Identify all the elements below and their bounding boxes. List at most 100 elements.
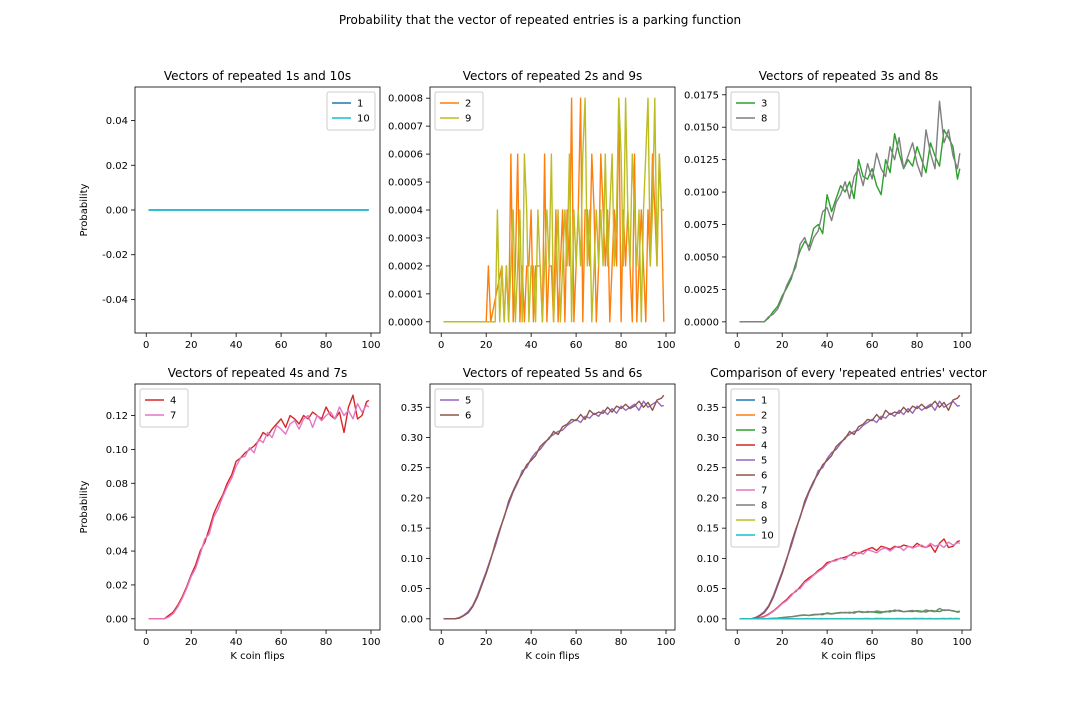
x-tick-label: 100	[656, 340, 675, 351]
legend-label-9: 9	[761, 516, 767, 527]
legend-label-2: 2	[465, 99, 471, 110]
y-tick-label: 0.04	[106, 547, 128, 558]
legend: 29	[434, 91, 484, 131]
x-axis-label: K coin flips	[230, 651, 284, 662]
x-tick-label: 60	[275, 340, 288, 351]
y-tick-label: 0.15	[697, 524, 719, 535]
subplot-3: Vectors of repeated 3s and 8s 0 20 40 60 80 10…	[684, 69, 972, 351]
x-tick-label: 20	[480, 340, 493, 351]
subplot-4: Vectors of repeated 4s and 7s 0 20 40 60 80 10…	[79, 366, 381, 662]
axes-frame	[429, 86, 676, 334]
x-tick-label: 0	[143, 340, 149, 351]
series-line-9	[443, 97, 664, 323]
legend-frame	[139, 388, 189, 428]
y-tick-label: 0.0007	[388, 122, 423, 133]
x-tick-label: 20	[776, 340, 789, 351]
legend-label-3: 3	[761, 426, 767, 437]
y-tick-label: 0.02	[106, 580, 128, 591]
subplot-title: Vectors of repeated 5s and 6s	[463, 366, 643, 380]
y-tick-label: 0.00	[106, 206, 128, 217]
x-tick-label: 40	[230, 340, 243, 351]
series-group	[443, 97, 665, 323]
x-tick-label: 40	[821, 637, 834, 648]
x-axis-label: K coin flips	[525, 651, 579, 662]
subplot-title: Vectors of repeated 2s and 9s	[463, 69, 643, 83]
y-tick-label: 0.0100	[684, 188, 719, 199]
y-tick-label: 0.10	[697, 554, 719, 565]
series-line-8	[739, 100, 961, 323]
y-tick-label: 0.0001	[388, 289, 423, 300]
x-tick-label: 60	[866, 340, 879, 351]
x-tick-label: 0	[734, 340, 740, 351]
y-tick-label: 0.25	[697, 463, 719, 474]
y-tick-label: 0.15	[401, 524, 423, 535]
x-tick-label: 100	[656, 637, 675, 648]
y-tick-label: 0.06	[106, 513, 128, 524]
y-tick-label: 0.20	[401, 493, 423, 504]
y-tick-label: 0.05	[401, 584, 423, 595]
y-tick-label: 0.0025	[684, 285, 719, 296]
legend-label-5: 5	[465, 396, 471, 407]
subplot-title: Vectors of repeated 3s and 8s	[759, 69, 939, 83]
legend-label-8: 8	[761, 114, 767, 125]
legend-label-1: 1	[357, 99, 363, 110]
y-tick-label: 0.00	[401, 614, 423, 625]
x-tick-label: 80	[615, 340, 628, 351]
y-tick-label: 0.0002	[388, 261, 423, 272]
legend-label-4: 4	[170, 396, 176, 407]
series-line-6	[739, 394, 961, 620]
y-tick-label: 0.0150	[684, 123, 719, 134]
legend-frame	[434, 91, 484, 131]
y-tick-label: 0.10	[401, 554, 423, 565]
x-tick-label: 20	[776, 637, 789, 648]
axes-frame	[725, 383, 972, 631]
legend-label-6: 6	[761, 471, 767, 482]
legend-label-1: 1	[761, 396, 767, 407]
y-tick-label: -0.04	[102, 295, 128, 306]
x-tick-label: 80	[320, 637, 333, 648]
series-line-6	[443, 394, 665, 620]
y-tick-label: 0.0000	[388, 317, 423, 328]
axes-frame	[134, 86, 381, 334]
subplot-1: Vectors of repeated 1s and 10s 0 20 40 60 80 1…	[79, 69, 381, 351]
legend-label-7: 7	[170, 411, 176, 422]
legend-frame	[434, 388, 484, 428]
y-axis-label: Probability	[79, 183, 90, 236]
x-tick-label: 80	[320, 340, 333, 351]
x-tick-label: 80	[911, 340, 924, 351]
y-tick-label: 0.02	[106, 161, 128, 172]
x-tick-label: 100	[361, 637, 380, 648]
legend-label-8: 8	[761, 501, 767, 512]
legend-frame	[326, 91, 376, 131]
x-tick-label: 20	[185, 340, 198, 351]
y-tick-label: 0.08	[106, 479, 128, 490]
legend-label-10: 10	[357, 114, 370, 125]
series-line-5	[443, 400, 664, 620]
legend-label-6: 6	[465, 411, 471, 422]
legend-label-7: 7	[761, 486, 767, 497]
x-axis-label: K coin flips	[821, 651, 875, 662]
x-tick-label: 0	[734, 637, 740, 648]
subplot-title: Vectors of repeated 4s and 7s	[168, 366, 348, 380]
figure-title: Probability that the vector of repeated …	[339, 13, 741, 27]
y-tick-label: 0.10	[106, 445, 128, 456]
legend: 47	[139, 388, 189, 428]
y-tick-label: 0.0050	[684, 252, 719, 263]
y-tick-label: 0.25	[401, 463, 423, 474]
x-tick-label: 60	[570, 637, 583, 648]
series-line-8	[739, 607, 961, 620]
y-tick-label: 0.0005	[388, 178, 423, 189]
y-tick-label: 0.04	[106, 116, 128, 127]
legend-label-5: 5	[761, 456, 767, 467]
series-group	[443, 394, 665, 620]
subplot-5: Vectors of repeated 5s and 6s 0 20 40 60 80 10…	[401, 366, 676, 662]
x-tick-label: 0	[438, 340, 444, 351]
y-tick-label: -0.02	[102, 250, 128, 261]
legend-frame	[730, 91, 780, 131]
subplot-title: Comparison of every 'repeated entries' v…	[710, 366, 987, 380]
y-axis-label: Probability	[79, 480, 90, 533]
x-tick-label: 0	[143, 637, 149, 648]
x-tick-label: 60	[275, 637, 288, 648]
